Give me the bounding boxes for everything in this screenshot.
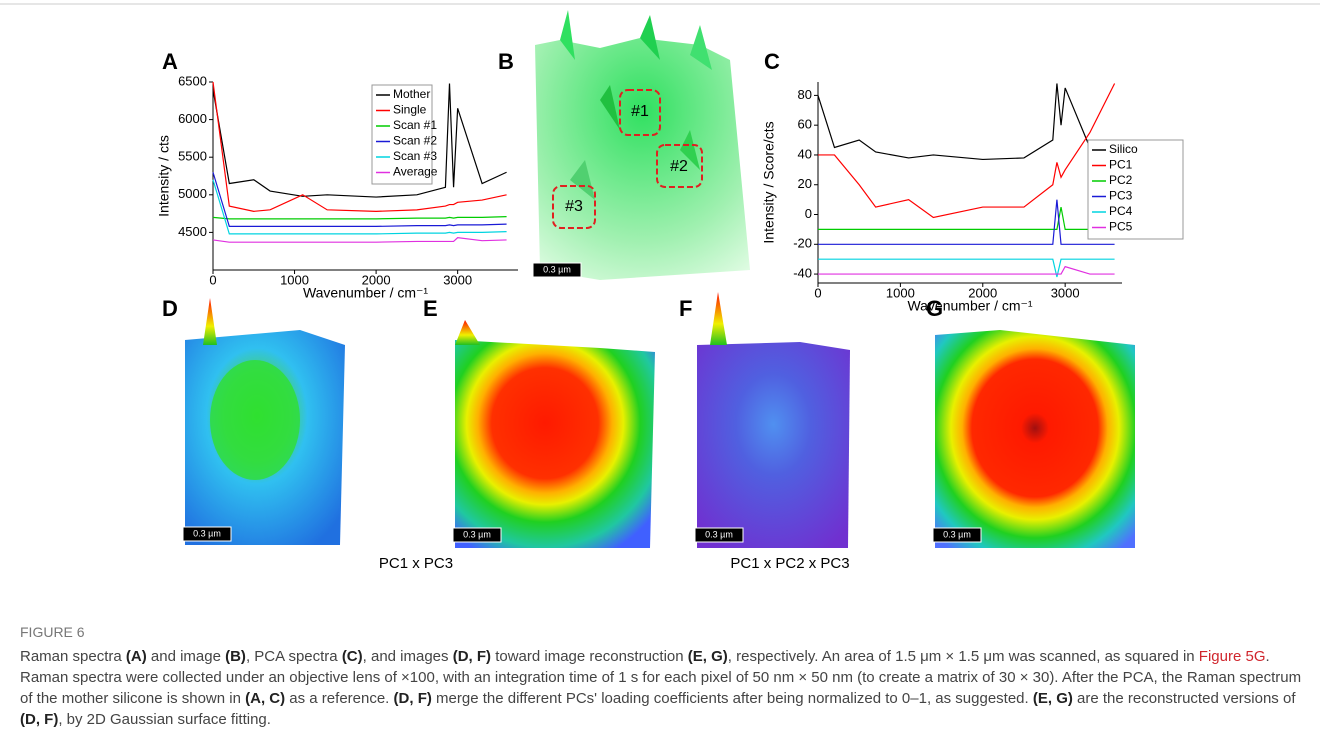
caption-ref: (D, F) (20, 711, 59, 728)
y-tick-label: 60 (798, 117, 812, 132)
caption-ref: (B) (225, 648, 246, 665)
subcaption: PC1 x PC3 (379, 555, 453, 572)
panel-label: G (926, 296, 943, 321)
legend-label: Single (393, 103, 427, 117)
panel-label: C (764, 49, 780, 74)
spectrum-line (818, 265, 1115, 275)
region-marker: #3 (565, 198, 583, 215)
region-marker: #2 (670, 158, 688, 175)
caption-ref: (A) (125, 648, 147, 665)
caption-ref: (A, C) (245, 690, 286, 707)
y-axis-label: Intensity / Score/cts (761, 121, 777, 243)
y-tick-label: 5500 (178, 149, 207, 164)
x-tick-label: 1000 (886, 285, 915, 300)
caption-ref: (D, F) (393, 690, 432, 707)
y-tick-label: -40 (793, 266, 812, 281)
panel-label: D (162, 296, 178, 321)
y-tick-label: 4500 (178, 224, 207, 239)
caption-text: merge the different PCs' loading coeffic… (431, 690, 1033, 707)
x-tick-label: 3000 (443, 272, 472, 287)
spectrum-line (818, 199, 1115, 245)
figure-link[interactable]: Figure 5G (1198, 648, 1266, 665)
spectrum-line (212, 216, 507, 220)
y-tick-label: -20 (793, 236, 812, 251)
caption-text: toward image reconstruction (491, 648, 688, 665)
legend-label: Silico (1109, 142, 1138, 156)
caption-text: . Raman spectra were collected under an … (20, 648, 1302, 707)
scale-bar-label: 0.3 µm (943, 529, 971, 539)
image-b (532, 10, 750, 280)
y-tick-label: 20 (798, 176, 812, 191)
x-axis-label: Wavenumber / cm⁻¹ (303, 285, 428, 301)
spectrum-line (818, 83, 1116, 219)
caption-text: , PCA spectra (245, 648, 342, 665)
x-tick-label: 2000 (968, 285, 997, 300)
panel-label: B (498, 49, 514, 74)
scale-bar-label: 0.3 µm (543, 264, 571, 274)
y-tick-label: 40 (798, 146, 812, 161)
image-g (932, 330, 1135, 548)
spectrum-line (212, 179, 507, 235)
caption-ref: (E, G) (1032, 690, 1073, 707)
subcaption: PC1 x PC2 x PC3 (730, 555, 849, 572)
region-marker: #1 (631, 103, 649, 120)
spectrum-line (817, 83, 1115, 161)
y-tick-label: 6500 (178, 73, 207, 88)
caption-ref: (D, F) (452, 648, 492, 665)
caption-text: Raman spectra (A) and image (B), PCA spe… (20, 646, 1305, 730)
spectrum-line (818, 206, 1115, 230)
legend-box (1087, 139, 1184, 240)
scale-bar-label: 0.3 µm (463, 529, 491, 539)
spectrum-line (212, 83, 507, 198)
caption-text: , by 2D Gaussian surface fitting. (58, 711, 271, 728)
caption-ref: (E, G) (687, 648, 728, 665)
legend-label: Average (393, 165, 438, 179)
x-tick-label: 0 (814, 285, 821, 300)
legend-label: PC2 (1109, 173, 1133, 187)
y-tick-label: 80 (798, 87, 812, 102)
spectrum-line (818, 258, 1115, 278)
x-tick-label: 0 (209, 272, 216, 287)
legend-label: PC4 (1109, 204, 1133, 218)
x-tick-label: 3000 (1051, 285, 1080, 300)
y-axis-label: Intensity / cts (156, 135, 172, 217)
legend-label: PC3 (1109, 189, 1133, 203)
x-tick-label: 1000 (280, 272, 309, 287)
x-tick-label: 2000 (362, 272, 391, 287)
legend-label: Scan #2 (393, 134, 437, 148)
panel-label: E (423, 296, 438, 321)
legend-label: PC5 (1109, 220, 1133, 234)
y-tick-label: 6000 (178, 111, 207, 126)
panel-label: A (162, 49, 178, 74)
x-axis-label: Wavenumber / cm⁻¹ (907, 298, 1032, 314)
caption-text: are the reconstructed versions of (1072, 690, 1296, 707)
legend-box (371, 84, 433, 185)
caption: FIGURE 6 Raman spectra (A) and image (B)… (20, 622, 1305, 730)
legend-label: Scan #3 (393, 149, 437, 163)
panel-label: F (679, 296, 692, 321)
caption-text: as a reference. (285, 690, 394, 707)
image-d (182, 298, 345, 545)
y-tick-label: 5000 (178, 186, 207, 201)
figure-label: FIGURE 6 (20, 624, 85, 640)
scale-bar-label: 0.3 µm (193, 528, 221, 538)
caption-ref: (C) (341, 648, 363, 665)
y-tick-label: 0 (805, 206, 812, 221)
caption-text: Raman spectra (20, 648, 126, 665)
legend-label: Mother (393, 87, 430, 101)
image-f (694, 292, 850, 548)
spectrum-line (212, 237, 507, 243)
spectrum-line (212, 172, 507, 227)
caption-text: , respectively. An area of 1.5 μm × 1.5 … (727, 648, 1199, 665)
spectrum-line (212, 81, 507, 212)
caption-text: , and images (362, 648, 453, 665)
legend-label: Scan #1 (393, 118, 437, 132)
legend-label: PC1 (1109, 158, 1133, 172)
caption-text: and image (146, 648, 226, 665)
scale-bar-label: 0.3 µm (705, 529, 733, 539)
figure: A B C D E F G #1 #2 #3 0.3 µm 0.3 µm 0.3… (0, 3, 1320, 572)
image-e (452, 320, 655, 548)
